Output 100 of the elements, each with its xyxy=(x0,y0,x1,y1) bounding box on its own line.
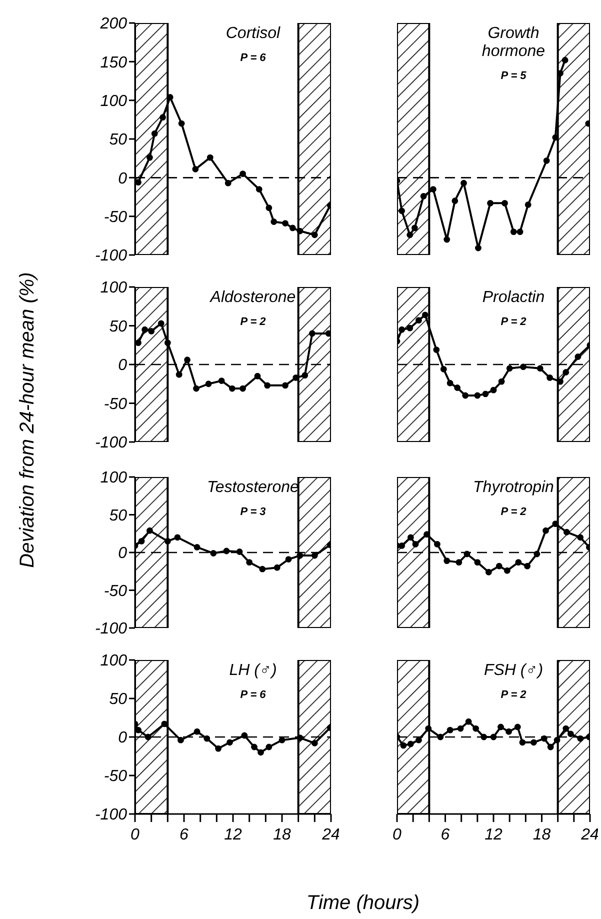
point xyxy=(228,385,236,392)
point xyxy=(142,326,148,333)
point xyxy=(193,385,200,392)
point xyxy=(482,390,489,398)
y-tick-label: 100 xyxy=(100,93,128,110)
y-tick-label: -50 xyxy=(104,768,128,786)
point xyxy=(498,724,504,730)
chart-title: LH (♂) xyxy=(228,662,278,680)
point xyxy=(194,544,200,550)
point xyxy=(266,744,272,750)
point xyxy=(543,157,550,164)
point xyxy=(444,558,450,564)
y-tick-label: -50 xyxy=(104,582,128,600)
text: P = 6 xyxy=(239,688,267,703)
point xyxy=(256,186,262,192)
point xyxy=(296,228,304,234)
point xyxy=(540,735,548,742)
point xyxy=(552,134,559,141)
point xyxy=(456,559,462,566)
point xyxy=(406,232,414,238)
point xyxy=(454,384,461,391)
point xyxy=(282,382,288,389)
point xyxy=(311,552,318,559)
point xyxy=(246,559,253,566)
point xyxy=(311,232,318,238)
point xyxy=(416,317,422,324)
text: P = 2 xyxy=(500,505,528,520)
point xyxy=(146,154,153,161)
point xyxy=(178,120,185,127)
point xyxy=(325,330,331,337)
point xyxy=(546,374,553,381)
point xyxy=(524,562,530,570)
point xyxy=(534,550,540,558)
point xyxy=(138,538,145,544)
point xyxy=(164,340,171,346)
point xyxy=(251,744,258,750)
y-tick-label: 150 xyxy=(100,54,128,72)
x-tick-label: 24 xyxy=(580,826,599,844)
point xyxy=(520,364,526,370)
point xyxy=(510,228,517,235)
point xyxy=(433,346,440,353)
y-tick-label: -100 xyxy=(94,248,128,265)
x-tick-label: 24 xyxy=(321,826,340,844)
point xyxy=(506,728,512,735)
point xyxy=(475,244,482,252)
point xyxy=(422,312,428,318)
point xyxy=(562,725,570,732)
point xyxy=(151,130,158,137)
point xyxy=(515,559,522,566)
y-tick-label: 100 xyxy=(100,280,128,297)
point xyxy=(460,180,467,186)
y-tick-label: 0 xyxy=(118,170,128,188)
point xyxy=(416,736,422,744)
y-tick-label: 50 xyxy=(109,507,128,524)
point xyxy=(204,735,210,742)
point xyxy=(562,56,568,64)
point xyxy=(504,567,510,574)
x-tick-label: 6 xyxy=(180,826,189,844)
point xyxy=(135,726,142,734)
point xyxy=(536,365,544,372)
point xyxy=(400,742,407,749)
point xyxy=(444,236,450,243)
point xyxy=(530,739,537,746)
point xyxy=(158,320,164,327)
y-tick-label: -100 xyxy=(94,806,128,824)
point xyxy=(542,527,549,534)
text: P = 6 xyxy=(239,51,267,66)
chart-title: Testosterone xyxy=(206,479,300,497)
point xyxy=(485,568,492,576)
y-tick-label: 200 xyxy=(99,16,128,33)
point xyxy=(563,528,570,536)
point xyxy=(554,736,560,744)
point xyxy=(274,564,280,571)
point xyxy=(496,562,502,570)
point xyxy=(446,726,454,734)
point xyxy=(574,354,582,360)
point xyxy=(407,740,414,748)
point xyxy=(474,392,481,399)
point xyxy=(474,559,481,566)
y-tick-label: 0 xyxy=(118,357,128,374)
point xyxy=(480,734,488,740)
x-tick-label: 0 xyxy=(130,826,140,844)
x-tick-label: 0 xyxy=(392,826,402,844)
point xyxy=(241,732,248,739)
point xyxy=(498,378,505,385)
y-tick-label: 100 xyxy=(100,470,128,487)
point xyxy=(289,224,296,232)
y-tick-label: 0 xyxy=(118,545,128,562)
point xyxy=(568,730,574,738)
point xyxy=(160,114,166,121)
y-axis-title: Deviation from 24-hour mean (%) xyxy=(16,272,40,568)
point xyxy=(259,566,266,572)
y-tick-label: 50 xyxy=(109,691,128,708)
x-axis-title: Time (hours) xyxy=(306,892,420,915)
y-tick-label: 50 xyxy=(109,132,128,149)
point xyxy=(519,739,526,746)
point xyxy=(254,372,261,380)
point xyxy=(309,330,316,337)
point xyxy=(487,200,494,206)
chart-title: Aldosterone xyxy=(208,289,297,307)
